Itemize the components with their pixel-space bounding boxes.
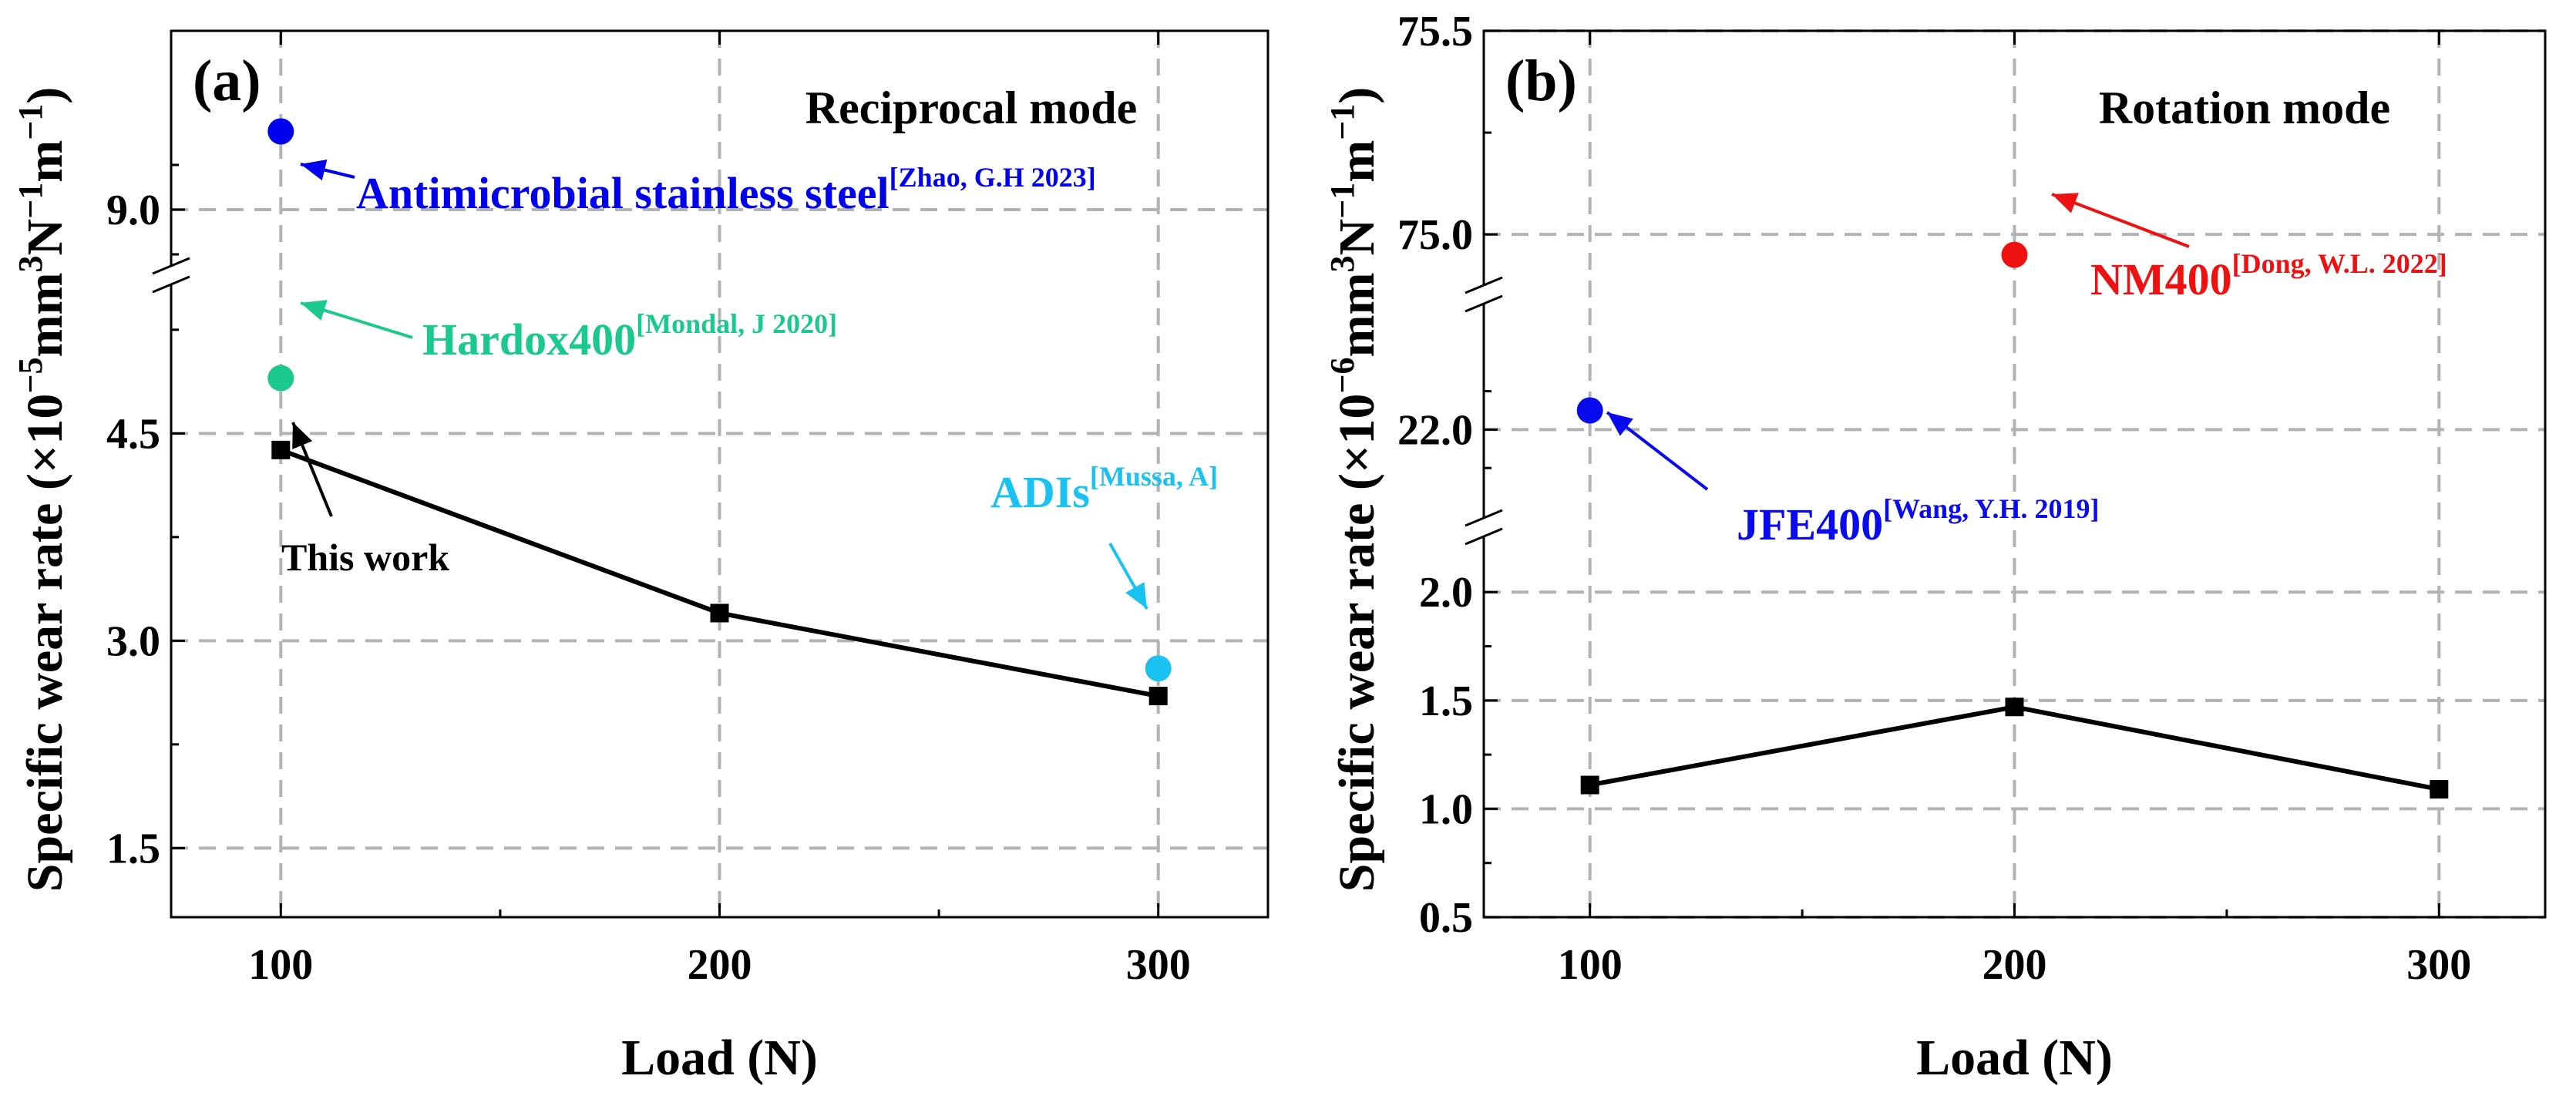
ref-label-antimicrobial-citation: [Zhao, G.H 2023] bbox=[889, 162, 1096, 193]
panel-a-series-point bbox=[710, 603, 729, 623]
panel-a-y-label-units: mm bbox=[17, 273, 73, 358]
panel-b-ytick-label-0.5: 0.5 bbox=[1419, 894, 1473, 942]
ref-label-jfe400-name: JFE400 bbox=[1737, 499, 1883, 550]
panel-b-break-mask bbox=[1465, 518, 1502, 536]
panel-a-y-label-units: m bbox=[17, 140, 73, 183]
panel-b-x-label: Load (N) bbox=[1916, 1030, 2113, 1086]
ref-label-nm400-name: NM400 bbox=[2090, 254, 2232, 304]
panel-a-series-point bbox=[1148, 687, 1168, 706]
panel-b-grid bbox=[1484, 29, 2545, 919]
panel-a-y-label-exp: −5 bbox=[12, 358, 49, 394]
ref-arrow-jfe400-head bbox=[1607, 412, 1633, 436]
panel-b-panel-label: (b) bbox=[1505, 49, 1577, 113]
ref-label-hardox: Hardox400[Mondal, J 2020] bbox=[422, 308, 837, 365]
ref-label-nm400: NM400[Dong, W.L. 2022] bbox=[2090, 248, 2447, 304]
panel-b-break-line bbox=[1465, 276, 1503, 294]
panel-a-ytick-label-1.5: 1.5 bbox=[106, 825, 160, 872]
ref-label-jfe400-citation: [Wang, Y.H. 2019] bbox=[1883, 493, 2099, 524]
ref-arrow-antimicrobial-head bbox=[301, 159, 328, 181]
panel-b-ytick-label-22.0: 22.0 bbox=[1397, 406, 1473, 454]
panel-b-series-point bbox=[2005, 698, 2024, 717]
panel-a-xtick-label-100: 100 bbox=[248, 941, 313, 989]
panel-b-ytick-label-75.5: 75.5 bbox=[1397, 8, 1473, 55]
ref-label-adis: ADIs[Mussa, A] bbox=[990, 461, 1218, 517]
panel-b-y-label-exp: −6 bbox=[1323, 358, 1361, 394]
panel-b-ytick-label-2.0: 2.0 bbox=[1419, 569, 1473, 617]
ref-label-hardox-name: Hardox400 bbox=[422, 314, 636, 365]
panel-b-break-line bbox=[1465, 527, 1503, 546]
panel-b-break-line bbox=[1465, 294, 1503, 313]
panel-a-mode-title: Reciprocal mode bbox=[805, 82, 1137, 133]
panel-a-series-point bbox=[271, 440, 291, 459]
panel-b-xtick-label-300: 300 bbox=[2406, 941, 2471, 989]
panel-a-ref-point bbox=[1145, 655, 1172, 682]
ref-arrow-adis-head bbox=[1125, 582, 1147, 609]
ref-arrow-hardox-head bbox=[301, 300, 328, 321]
panel-b-series-point bbox=[1580, 775, 1599, 795]
ref-label-adis-citation: [Mussa, A] bbox=[1090, 461, 1218, 492]
ref-label-adis-name: ADIs bbox=[990, 467, 1090, 517]
panel-b-y-label-units: m bbox=[1329, 140, 1385, 183]
panel-a-y-label-exp: −1 bbox=[12, 104, 49, 140]
panel-b-y-label-exp: −1 bbox=[1323, 104, 1361, 140]
panel-a-ref-point bbox=[267, 118, 294, 145]
panel-a-ytick-label-4.5: 4.5 bbox=[106, 410, 160, 458]
panel-b-break-line bbox=[1465, 509, 1503, 527]
panel-a-y-label-main: Specific wear rate (×10 bbox=[17, 394, 73, 893]
ref-arrow-nm400-head bbox=[2052, 193, 2079, 213]
panel-b: 100 200 300 0.5 1.0 1.5 2.0 22.0 75.0 75.5 (b) Rota… bbox=[1323, 8, 2547, 1086]
panel-b-y-label-exp: 3 bbox=[1323, 256, 1361, 273]
panel-a-panel-label: (a) bbox=[193, 49, 261, 113]
panel-b-ytick-label-1.5: 1.5 bbox=[1419, 677, 1473, 725]
ref-label-antimicrobial: Antimicrobial stainless steel[Zhao, G.H … bbox=[356, 162, 1096, 218]
panel-a-break-line bbox=[152, 257, 190, 275]
ref-label-antimicrobial-name: Antimicrobial stainless steel bbox=[356, 168, 889, 218]
panel-b-series-point bbox=[2430, 780, 2449, 799]
panel-b-y-label: Specific wear rate (×10−6mm3N−1m−1) bbox=[1323, 87, 1385, 893]
panel-a-ref-point bbox=[267, 365, 294, 392]
ref-label-nm400-citation: [Dong, W.L. 2022] bbox=[2232, 248, 2447, 279]
panel-b-y-label-units: mm bbox=[1329, 273, 1385, 358]
panel-b-y-label-units: N bbox=[1329, 219, 1385, 256]
panel-a: 100 200 300 1.5 3.0 4.5 9.0 (a) Reciprocal mode L… bbox=[12, 29, 1270, 1086]
panel-b-y-label-main: Specific wear rate (×10 bbox=[1329, 394, 1385, 893]
panel-a-y-label-units: N bbox=[17, 219, 73, 256]
panel-b-ytick-label-75.0: 75.0 bbox=[1397, 211, 1473, 259]
panel-a-y-label-close: ) bbox=[17, 87, 73, 104]
ref-label-jfe400: JFE400[Wang, Y.H. 2019] bbox=[1737, 493, 2100, 550]
panel-a-y-label: Specific wear rate (×10−5mm3N−1m−1) bbox=[12, 87, 73, 893]
panel-a-grid bbox=[171, 31, 1268, 917]
panel-b-ref-point bbox=[1576, 397, 1603, 424]
ref-label-hardox-citation: [Mondal, J 2020] bbox=[636, 308, 837, 339]
panel-a-y-label-exp: 3 bbox=[12, 256, 49, 273]
panel-a-x-label: Load (N) bbox=[621, 1030, 818, 1086]
panel-b-ref-point bbox=[2001, 241, 2028, 268]
panel-b-y-label-exp: −1 bbox=[1323, 183, 1361, 219]
panel-a-y-label-exp: −1 bbox=[12, 183, 49, 219]
panel-a-ytick-label-9.0: 9.0 bbox=[106, 187, 160, 234]
panel-a-break-line bbox=[152, 275, 190, 294]
panel-a-break-mask bbox=[153, 266, 190, 284]
panel-b-series-line bbox=[1589, 704, 2440, 792]
panel-b-break-mask bbox=[1465, 285, 1502, 304]
panel-a-xtick-label-200: 200 bbox=[688, 941, 752, 989]
ref-arrow-this-work-head bbox=[292, 422, 313, 449]
panel-b-ytick-label-1.0: 1.0 bbox=[1419, 785, 1473, 833]
panel-b-y-label-close: ) bbox=[1329, 87, 1385, 104]
annotation-this-work: This work bbox=[281, 536, 449, 579]
panel-a-ytick-label-3.0: 3.0 bbox=[106, 617, 160, 665]
panel-b-xtick-label-200: 200 bbox=[1982, 941, 2047, 989]
panel-b-xtick-label-100: 100 bbox=[1558, 941, 1623, 989]
panel-a-xtick-label-300: 300 bbox=[1126, 941, 1191, 989]
panel-b-mode-title: Rotation mode bbox=[2099, 82, 2390, 133]
